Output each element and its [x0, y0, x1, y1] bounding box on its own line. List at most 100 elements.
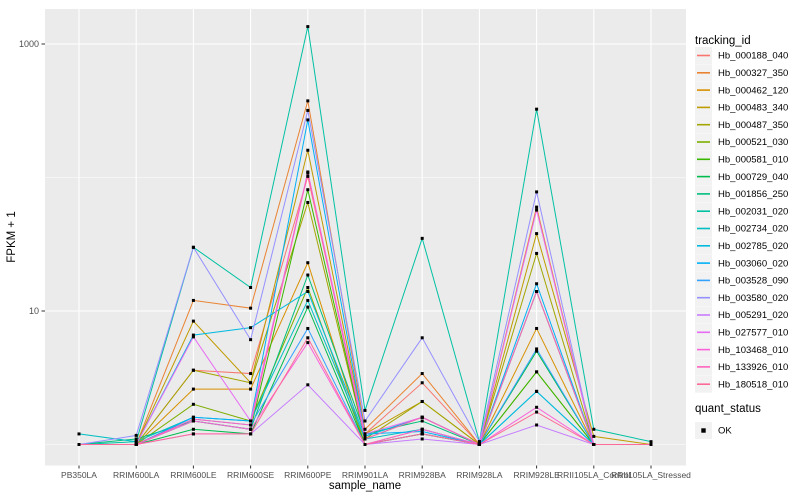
legend-item: Hb_000483_340 — [695, 98, 788, 116]
legend-item-label: Hb_005291_020 — [718, 310, 788, 321]
legend-item-label: Hb_002785_020 — [718, 241, 788, 252]
data-point — [191, 319, 195, 323]
legend-item-label: Hb_000327_350 — [718, 68, 788, 79]
data-point — [535, 282, 539, 286]
data-point — [420, 236, 424, 240]
data-point — [306, 148, 310, 152]
data-point — [306, 118, 310, 122]
data-point — [191, 417, 195, 421]
data-point — [191, 335, 195, 339]
legend-item-label: Hb_003528_090 — [718, 276, 788, 287]
data-point — [592, 443, 596, 446]
legend-item: Hb_005291_020 — [695, 306, 788, 324]
data-point — [649, 440, 653, 444]
legend-item: Hb_027577_010 — [695, 323, 788, 341]
legend-item: Hb_002734_020 — [695, 220, 788, 237]
data-point — [363, 434, 367, 438]
legend-item: Hb_000581_010 — [695, 150, 788, 168]
data-point — [306, 285, 310, 289]
legend-item-label: Hb_180518_010 — [718, 379, 788, 390]
x-tick-label: RRIM928BA — [399, 470, 447, 480]
data-point — [535, 370, 539, 374]
data-point — [306, 383, 310, 387]
data-point — [363, 408, 367, 412]
legend-item-label: Hb_000729_040 — [718, 172, 788, 183]
x-tick-label: RRIM600SE — [227, 470, 275, 480]
x-axis-tick-labels: PB350LA RRIM600LA RRIM600LE RRIM600SE RRIM60… — [61, 470, 691, 480]
data-point — [535, 208, 539, 212]
legend-item-label: Hb_003580_020 — [718, 293, 788, 304]
data-point — [249, 387, 253, 391]
data-point — [134, 437, 138, 441]
quant-legend-title: quant_status — [695, 403, 761, 415]
legend-item: Hb_000327_350 — [695, 64, 788, 82]
legend-item: Hb_000729_040 — [695, 168, 788, 186]
legend-item: Hb_003580_020 — [695, 289, 788, 307]
data-point — [134, 433, 138, 437]
axis-tick-marks — [41, 43, 652, 469]
data-point — [420, 419, 424, 423]
x-axis-title: sample_name — [329, 480, 401, 492]
data-point — [477, 443, 481, 446]
data-point — [535, 107, 539, 111]
data-point — [535, 349, 539, 353]
data-point — [420, 427, 424, 431]
legend-item: Hb_002031_020 — [695, 202, 788, 220]
data-point — [420, 432, 424, 436]
legend-item-label: Hb_002734_020 — [718, 224, 788, 235]
data-point — [420, 430, 424, 434]
data-point — [306, 171, 310, 175]
data-point — [306, 188, 310, 192]
data-point — [477, 440, 481, 444]
data-point — [249, 338, 253, 342]
data-point — [249, 423, 253, 427]
data-point — [363, 443, 367, 446]
legend-item-label: Hb_133926_010 — [718, 362, 788, 373]
data-point — [363, 432, 367, 436]
data-point — [191, 402, 195, 406]
data-point — [306, 336, 310, 340]
data-point — [249, 326, 253, 330]
legend-item-label: Hb_027577_010 — [718, 328, 788, 339]
legend-item: Hb_000521_030 — [695, 133, 788, 151]
data-point — [306, 273, 310, 277]
y-tick-label: 1000 — [19, 39, 39, 49]
data-point — [535, 289, 539, 293]
data-point — [249, 419, 253, 423]
data-point — [535, 190, 539, 194]
legend-item: Hb_000188_040 — [695, 47, 788, 64]
legend-item-label: Hb_000521_030 — [718, 137, 788, 148]
legend-item: Hb_180518_010 — [695, 375, 788, 393]
data-point — [535, 251, 539, 255]
data-point — [191, 415, 195, 419]
data-point — [306, 108, 310, 112]
legend-item-label: Hb_000188_040 — [718, 51, 788, 62]
data-point — [306, 99, 310, 103]
data-point — [535, 423, 539, 427]
data-point — [191, 298, 195, 302]
legend-item-label: Hb_003060_020 — [718, 258, 788, 269]
x-tick-label: RRIM901LA — [342, 470, 389, 480]
data-point — [535, 410, 539, 414]
data-point — [420, 399, 424, 403]
data-point — [363, 427, 367, 431]
legend-item: Hb_002785_020 — [695, 237, 788, 255]
data-point — [77, 432, 81, 436]
x-tick-label: RRIM928LE — [513, 470, 560, 480]
data-point — [535, 326, 539, 330]
data-point — [420, 415, 424, 419]
data-point — [420, 336, 424, 340]
x-tick-label: RRII105LA_Stressed — [611, 470, 691, 480]
legend-item-label: Hb_002031_020 — [718, 206, 788, 217]
x-tick-label: RRIM600LA — [113, 470, 160, 480]
data-point — [191, 387, 195, 391]
quant-legend-items: OK — [695, 422, 732, 439]
data-point — [306, 25, 310, 29]
data-point — [535, 405, 539, 409]
data-point — [306, 289, 310, 293]
data-point — [535, 347, 539, 351]
data-point — [306, 261, 310, 265]
data-point — [134, 443, 138, 446]
data-point — [535, 205, 539, 209]
